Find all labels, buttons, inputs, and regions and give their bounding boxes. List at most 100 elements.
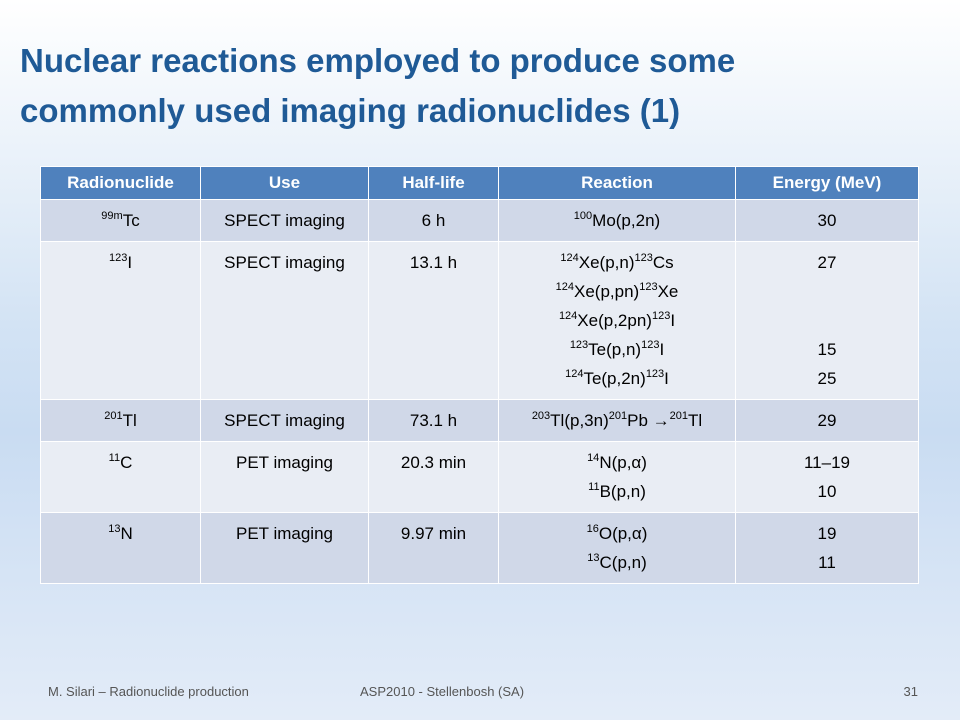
table-cell: 20.3 min (368, 441, 499, 513)
cell-line: 30 (740, 206, 914, 235)
cell-line: 20.3 min (373, 448, 494, 477)
footer-event: ASP2010 - Stellenbosh (SA) (360, 684, 525, 699)
table-cell: SPECT imaging (200, 199, 369, 242)
cell-line: 16O(p,α) (503, 519, 731, 548)
cell-text: PET imaging (235, 453, 333, 472)
superscript: 13 (587, 552, 600, 564)
table-row: 99mTc SPECT imaging 6 h 100Mo(p,2n) 30 (40, 199, 919, 242)
cell-text: B(p,n) (599, 482, 646, 501)
superscript: 123 (634, 252, 653, 264)
column-header: Energy (MeV) (735, 166, 919, 200)
superscript: 201 (669, 410, 688, 422)
superscript: 124 (558, 310, 578, 322)
cell-line: 124Xe(p,pn)123Xe (503, 277, 731, 306)
cell-text: I (659, 340, 665, 359)
cell-text: Tl(p,3n) (550, 411, 609, 430)
cell-line: 11–19 (740, 448, 914, 477)
cell-text: Xe(p,2pn) (577, 311, 652, 330)
footer-author: M. Silari – Radionuclide production (48, 684, 249, 699)
cell-line: 9.97 min (373, 519, 494, 548)
cell-text: 30 (817, 211, 837, 230)
table-cell: 201Tl (40, 399, 201, 442)
cell-line: 124Xe(p,2pn)123I (503, 306, 731, 335)
blank-line (740, 277, 914, 306)
table-cell: 13.1 h (368, 241, 499, 400)
table-cell: 14N(p,α) 11B(p,n) (498, 441, 736, 513)
superscript: 203 (531, 410, 551, 422)
cell-text: Xe(p,pn) (574, 282, 640, 301)
cell-text: I (664, 369, 669, 388)
superscript: 123 (651, 310, 671, 322)
superscript: 123 (569, 339, 589, 351)
superscript: 123 (639, 281, 658, 293)
table-cell: 100Mo(p,2n) (498, 199, 736, 242)
cell-text: Xe (657, 282, 679, 301)
cell-line: 201Tl (45, 406, 196, 435)
cell-text: 73.1 h (409, 411, 458, 430)
table-cell: 19 11 (735, 512, 919, 584)
superscript: 123 (108, 252, 128, 264)
table-cell: 29 (735, 399, 919, 442)
table-cell: 99mTc (40, 199, 201, 242)
cell-text: O(p,α) (598, 524, 648, 543)
superscript: 100 (573, 210, 593, 222)
table-cell: 13N (40, 512, 201, 584)
table-row: 201Tl SPECT imaging 73.1 h 203Tl(p,3n)201Pb… (40, 399, 919, 442)
cell-text: Xe(p,n) (578, 253, 635, 272)
superscript: 124 (560, 252, 579, 264)
cell-text: Tc (122, 211, 140, 230)
table-cell: 124Xe(p,n)123Cs 124Xe(p,pn)123Xe 124Xe(p,2… (498, 241, 736, 400)
header-row: Radionuclide Use Half-life Reaction Energy (… (40, 166, 919, 200)
cell-line: 100Mo(p,2n) (503, 206, 731, 235)
cell-text: SPECT imaging (224, 253, 345, 272)
cell-line: 11B(p,n) (503, 477, 731, 506)
table-cell: 73.1 h (368, 399, 499, 442)
cell-line: 99mTc (45, 206, 196, 235)
cell-text: 11 (818, 553, 836, 572)
cell-text: 9.97 min (400, 524, 467, 543)
column-header: Reaction (498, 166, 736, 200)
superscript: 11 (108, 452, 121, 464)
cell-line: 14N(p,α) (503, 448, 731, 477)
reactions-table: Radionuclide Use Half-life Reaction Energy (… (40, 166, 919, 584)
table-cell: 11–19 10 (735, 441, 919, 513)
cell-line: 13C(p,n) (503, 548, 731, 577)
cell-text: Tl (122, 411, 137, 430)
page-number: 31 (903, 684, 918, 699)
cell-line: 10 (740, 477, 914, 506)
cell-line: 6 h (373, 206, 494, 235)
table-row: 13N PET imaging 9.97 min 16O(p,α) 13C(p,n) 19… (40, 512, 919, 584)
cell-line: 123I (45, 248, 196, 277)
cell-text: Mo(p,2n) (592, 211, 661, 230)
cell-text: 10 (817, 482, 837, 501)
table-cell: 16O(p,α) 13C(p,n) (498, 512, 736, 584)
cell-line: 13N (45, 519, 196, 548)
table-row: 123I SPECT imaging 13.1 h 124Xe(p,n)123Cs 12… (40, 241, 919, 400)
cell-line: 27 (740, 248, 914, 277)
cell-text: 13.1 h (409, 253, 458, 272)
cell-line: 19 (740, 519, 914, 548)
cell-text: I (670, 311, 676, 330)
cell-line: 124Xe(p,n)123Cs (503, 248, 731, 277)
column-header: Half-life (368, 166, 499, 200)
cell-text: 6 h (421, 211, 446, 230)
cell-text: Te(p,n) (588, 340, 642, 359)
cell-line: SPECT imaging (205, 206, 364, 235)
cell-line: 29 (740, 406, 914, 435)
cell-text: 20.3 min (400, 453, 467, 472)
cell-line: PET imaging (205, 448, 364, 477)
cell-text: Pb → (627, 411, 670, 430)
table-row: 11C PET imaging 20.3 min 14N(p,α) 11B(p,n) 11… (40, 441, 919, 513)
table-cell: 203Tl(p,3n)201Pb →201Tl (498, 399, 736, 442)
cell-text: 29 (817, 411, 837, 430)
footer: M. Silari – Radionuclide production ASP2… (48, 684, 918, 704)
cell-text: 15 (817, 340, 837, 359)
table-cell: 11C (40, 441, 201, 513)
table-cell: PET imaging (200, 441, 369, 513)
cell-line: 123Te(p,n)123I (503, 335, 731, 364)
superscript: 13 (108, 523, 121, 535)
cell-text: I (127, 253, 133, 272)
cell-line: 13.1 h (373, 248, 494, 277)
superscript: 99m (101, 210, 123, 222)
